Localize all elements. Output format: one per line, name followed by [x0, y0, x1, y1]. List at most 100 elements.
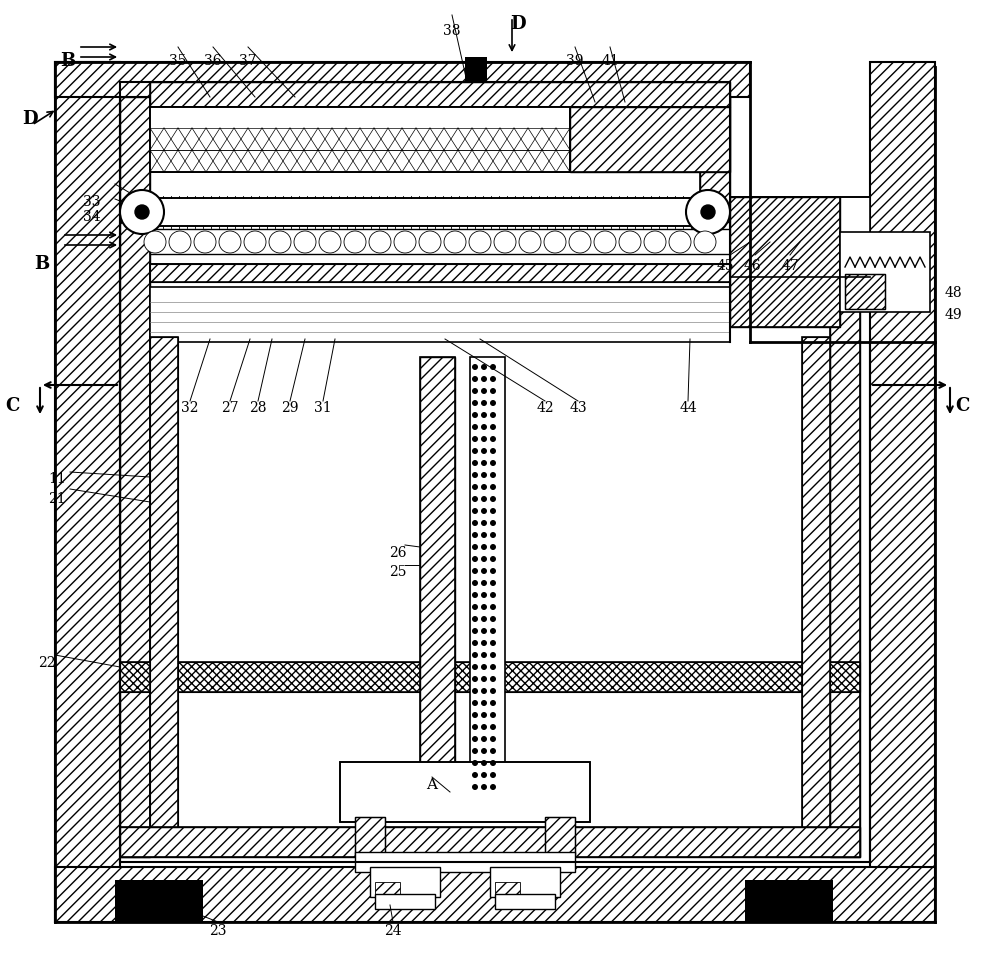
Circle shape: [472, 688, 478, 695]
Circle shape: [481, 389, 487, 395]
Bar: [120, 662, 860, 693]
Text: 38: 38: [443, 24, 461, 38]
Circle shape: [481, 425, 487, 431]
Circle shape: [472, 580, 478, 586]
Circle shape: [472, 701, 478, 706]
Circle shape: [490, 785, 496, 790]
Circle shape: [490, 448, 496, 454]
Bar: [340, 762, 590, 823]
Circle shape: [490, 496, 496, 502]
Bar: [150, 230, 730, 255]
Bar: [142, 198, 708, 227]
Circle shape: [472, 437, 478, 443]
Circle shape: [472, 448, 478, 454]
Bar: [115, 880, 203, 922]
Bar: [150, 107, 570, 173]
Circle shape: [481, 737, 487, 743]
Circle shape: [472, 425, 478, 431]
Bar: [545, 817, 575, 857]
Bar: [55, 63, 120, 922]
Circle shape: [472, 760, 478, 766]
Bar: [845, 275, 885, 310]
Circle shape: [481, 760, 487, 766]
Circle shape: [490, 376, 496, 383]
Circle shape: [490, 712, 496, 718]
Bar: [700, 98, 730, 218]
Circle shape: [490, 401, 496, 406]
Bar: [802, 338, 830, 828]
Circle shape: [244, 232, 266, 254]
Circle shape: [472, 640, 478, 647]
Circle shape: [472, 653, 478, 658]
Bar: [490, 868, 560, 897]
Circle shape: [490, 664, 496, 670]
Circle shape: [490, 473, 496, 479]
Circle shape: [472, 748, 478, 754]
Circle shape: [472, 412, 478, 418]
Text: 11: 11: [48, 472, 66, 486]
Circle shape: [490, 701, 496, 706]
Circle shape: [490, 437, 496, 443]
Circle shape: [669, 232, 691, 254]
Bar: [495, 894, 555, 909]
Circle shape: [481, 653, 487, 658]
Circle shape: [490, 688, 496, 695]
Circle shape: [481, 364, 487, 370]
Bar: [150, 265, 730, 282]
Circle shape: [569, 232, 591, 254]
Circle shape: [490, 569, 496, 574]
Bar: [730, 197, 870, 277]
Text: 45: 45: [716, 259, 734, 273]
Text: 34: 34: [83, 210, 101, 224]
Circle shape: [481, 592, 487, 598]
Text: 36: 36: [204, 54, 222, 67]
Text: 33: 33: [83, 195, 101, 209]
Text: 29: 29: [281, 401, 299, 414]
Bar: [730, 197, 840, 327]
Circle shape: [481, 664, 487, 670]
Circle shape: [494, 232, 516, 254]
Circle shape: [490, 425, 496, 431]
Circle shape: [490, 557, 496, 563]
Text: D: D: [510, 16, 526, 33]
Circle shape: [481, 785, 487, 790]
Circle shape: [594, 232, 616, 254]
Circle shape: [481, 748, 487, 754]
Circle shape: [490, 772, 496, 779]
Circle shape: [490, 676, 496, 682]
Circle shape: [472, 401, 478, 406]
Circle shape: [490, 521, 496, 527]
Circle shape: [701, 206, 715, 220]
Circle shape: [490, 412, 496, 418]
Circle shape: [472, 676, 478, 682]
Bar: [120, 98, 150, 218]
Text: 42: 42: [536, 401, 554, 414]
Circle shape: [481, 376, 487, 383]
Bar: [730, 197, 840, 327]
Circle shape: [472, 485, 478, 490]
Circle shape: [472, 592, 478, 598]
Circle shape: [472, 544, 478, 550]
Bar: [355, 817, 385, 857]
Text: B: B: [60, 52, 76, 69]
Bar: [700, 98, 730, 218]
Circle shape: [481, 605, 487, 611]
Bar: [545, 817, 575, 857]
Circle shape: [490, 508, 496, 515]
Bar: [420, 358, 455, 792]
Circle shape: [490, 364, 496, 370]
Bar: [150, 338, 178, 828]
Bar: [470, 358, 505, 792]
Circle shape: [481, 448, 487, 454]
Circle shape: [481, 460, 487, 467]
Circle shape: [519, 232, 541, 254]
Text: 39: 39: [566, 54, 584, 67]
Circle shape: [619, 232, 641, 254]
Text: B: B: [34, 255, 50, 273]
Circle shape: [472, 508, 478, 515]
Circle shape: [144, 232, 166, 254]
Text: 26: 26: [389, 545, 407, 559]
Circle shape: [472, 724, 478, 730]
Bar: [55, 868, 935, 922]
Circle shape: [481, 676, 487, 682]
